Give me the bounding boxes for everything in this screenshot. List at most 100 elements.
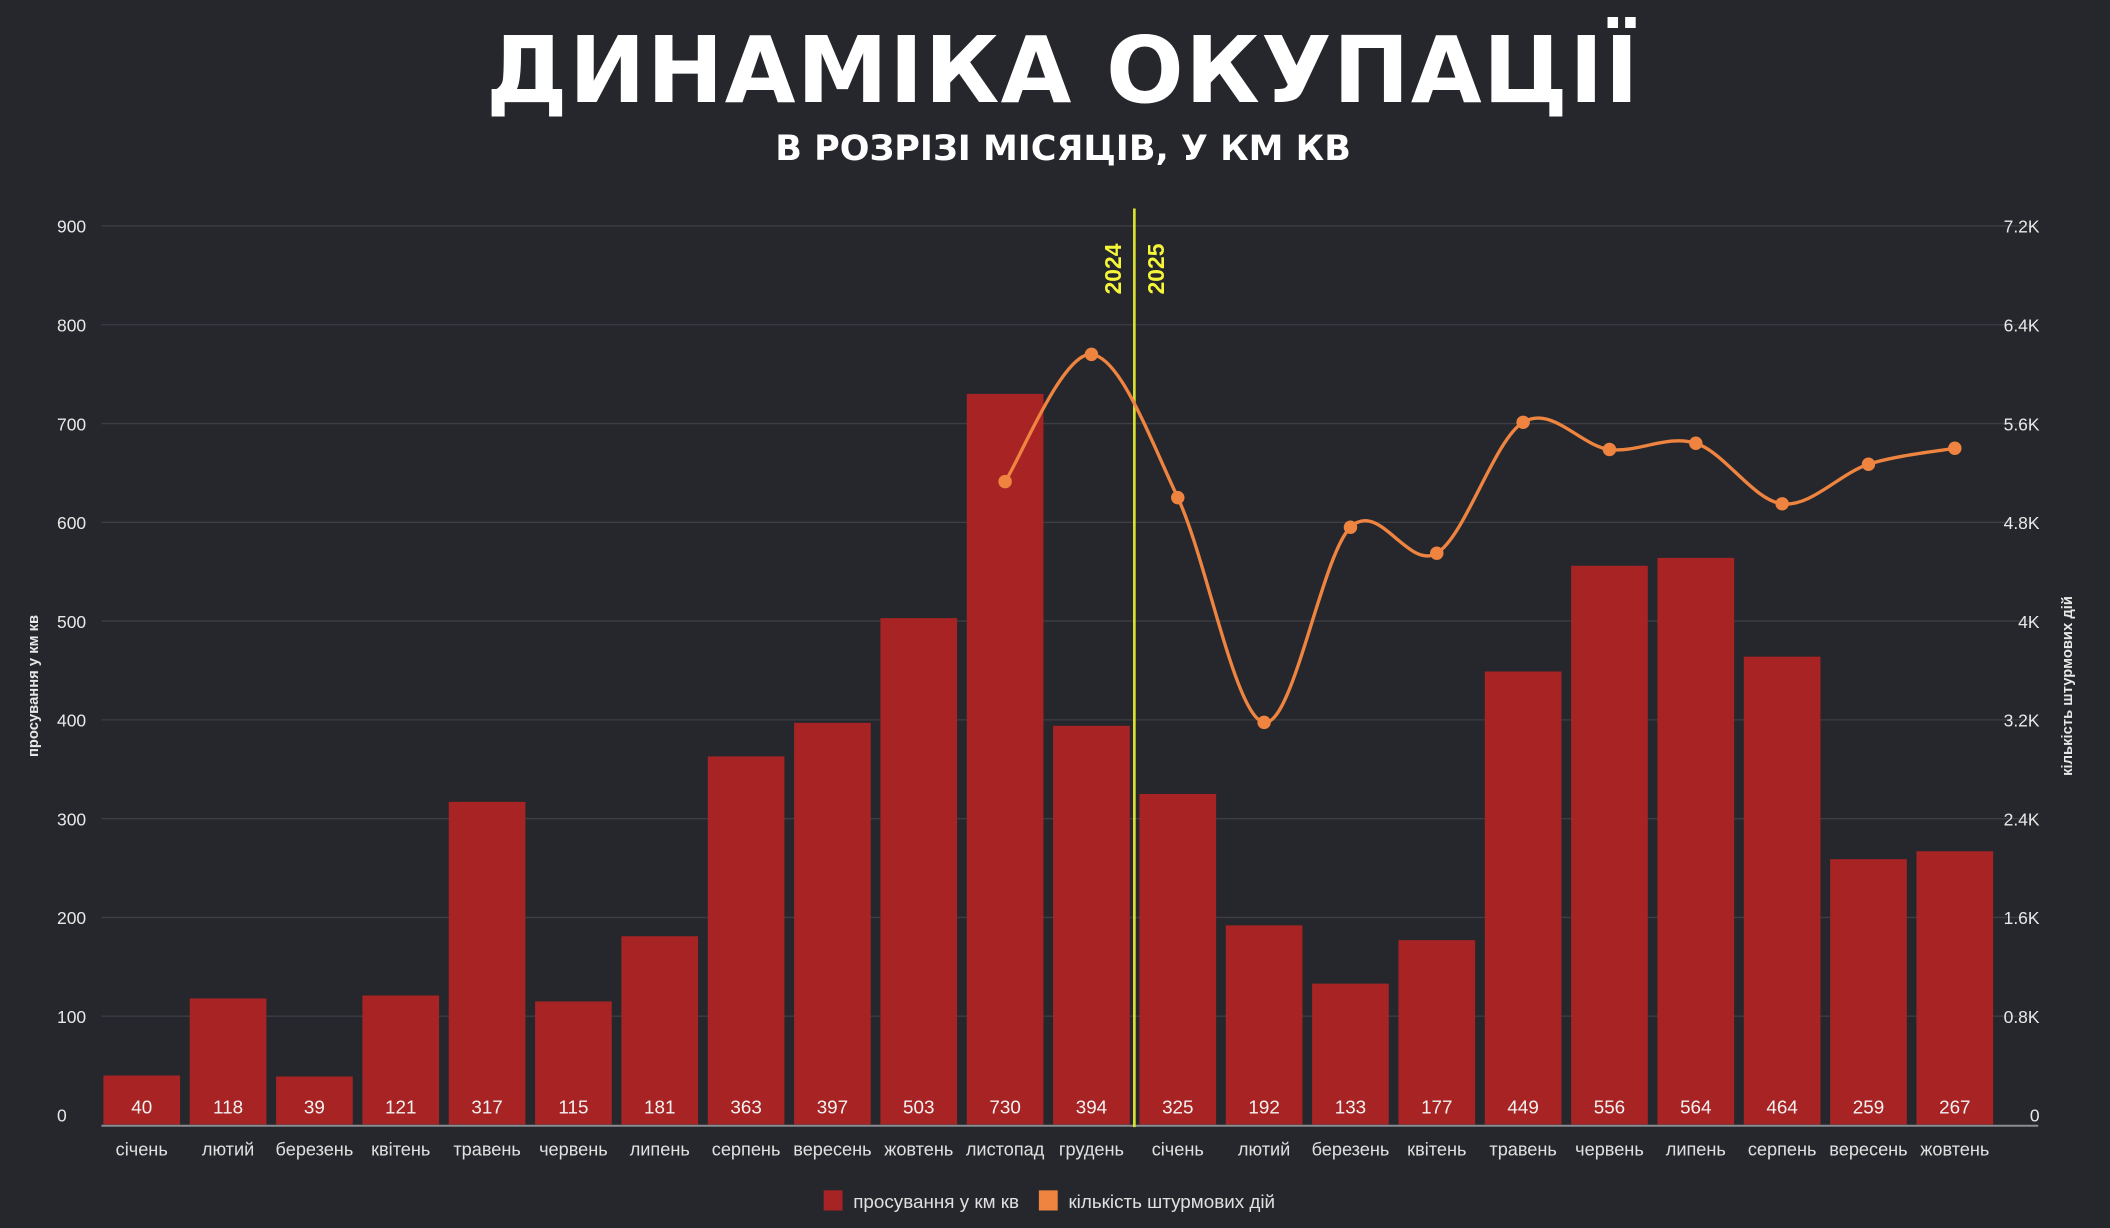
category-label: липень [630,1139,690,1159]
bar [880,618,958,1125]
bar [362,995,440,1125]
right-tick-label: 0 [2030,1106,2040,1126]
bar [189,998,267,1125]
category-label: грудень [1059,1139,1124,1159]
bar-value-label: 464 [1766,1097,1797,1118]
left-axis-title: просування у км кв [26,615,42,757]
chart-subtitle: В РОЗРІЗІ МІСЯЦІВ, У КМ КВ [775,129,1351,169]
bar-value-label: 192 [1248,1097,1279,1118]
category-label: жовтень [1920,1139,1989,1159]
chart-title: ДИНАМІКА ОКУПАЦІЇ [486,17,1640,124]
category-label: січень [116,1139,168,1159]
category-label: січень [1152,1139,1204,1159]
left-tick-label: 800 [57,315,86,335]
bar [966,393,1044,1125]
bar [1484,671,1562,1125]
bar-value-label: 39 [304,1097,325,1118]
category-label: вересень [1829,1139,1907,1159]
left-tick-label: 500 [57,612,86,632]
bar [448,801,526,1125]
category-label: березень [1312,1139,1390,1159]
left-tick-label: 0 [57,1106,67,1126]
line-point [1689,436,1703,451]
left-axis-ticks: 0 100 200 300 400 500 600 700 800 900 [57,217,86,1126]
bar-value-label: 363 [730,1097,761,1118]
bar [621,936,699,1125]
right-tick-label: 4.8K [2004,513,2040,533]
category-label: серпень [712,1139,781,1159]
left-tick-label: 200 [57,908,86,928]
bar [1657,557,1735,1125]
bar-value-label: 394 [1076,1097,1107,1118]
line-series [998,347,1962,730]
category-label: травень [1489,1139,1556,1159]
right-tick-label: 2.4K [2004,809,2040,829]
legend-label-line: кількість штурмових дій [1068,1191,1275,1212]
bar-value-label: 564 [1680,1097,1711,1118]
bar-value-label: 259 [1853,1097,1884,1118]
category-label: жовтень [884,1139,953,1159]
line-point [1257,715,1271,730]
left-tick-label: 400 [57,711,86,731]
category-label: серпень [1748,1139,1817,1159]
bar [1571,565,1648,1125]
bar-value-label: 115 [558,1097,588,1118]
bar [1398,940,1476,1125]
line-point [1516,415,1530,430]
right-tick-label: 5.6K [2004,414,2040,434]
right-tick-label: 1.6K [2004,908,2040,928]
line-point [1861,457,1876,472]
bar-value-label: 267 [1939,1097,1970,1118]
bar-value-label: 40 [131,1097,152,1118]
bar [535,1001,612,1125]
bar [276,1076,353,1125]
left-tick-label: 100 [57,1007,86,1027]
category-label: березень [276,1139,354,1159]
right-axis-title: кількість штурмових дій [2060,596,2076,776]
bar [707,756,785,1125]
right-tick-label: 7.2K [2004,217,2040,237]
year-label-2025: 2025 [1143,243,1169,294]
left-tick-label: 600 [57,513,86,533]
line-point [1171,490,1185,505]
category-label: квітень [1407,1139,1466,1159]
right-tick-label: 0.8K [2004,1007,2040,1027]
category-label: лютий [1238,1139,1290,1159]
left-tick-label: 700 [57,414,86,434]
year-label-2024: 2024 [1100,243,1126,294]
line-point [1084,347,1099,362]
line-point [1343,520,1358,534]
bar-value-label: 317 [471,1097,502,1118]
bar-value-label: 121 [385,1097,416,1118]
bar-value-label: 730 [989,1097,1020,1118]
bar-value-label: 325 [1162,1097,1193,1118]
line-point [1430,546,1444,560]
right-tick-label: 3.2K [2004,711,2040,731]
right-axis-ticks: 0 0.8K 1.6K 2.4K 3.2K 4K 4.8K 5.6K 6.4K 7.2K [2004,217,2040,1126]
category-label: липень [1666,1139,1726,1159]
bar-value-label: 177 [1421,1097,1452,1118]
left-tick-label: 300 [57,809,86,829]
legend-swatch-bars [823,1190,843,1211]
legend: просування у км кв кількість штурмових д… [823,1190,1275,1212]
category-label: червень [1575,1139,1644,1159]
bar-value-label: 503 [903,1097,934,1118]
bar-value-label: 118 [213,1097,243,1118]
bar-value-label: 133 [1335,1097,1366,1118]
category-label: листопад [966,1139,1045,1159]
bar [103,1075,181,1125]
bar [1830,859,1907,1125]
bar [1139,793,1217,1125]
category-label: квітень [371,1139,430,1159]
line-path [1003,352,1956,725]
left-tick-label: 900 [57,217,86,237]
category-labels: січень лютий березень квітень травень червень… [116,1139,1990,1159]
bar [1312,983,1389,1125]
bar [1053,725,1130,1125]
bar [1225,925,1303,1125]
category-label: травень [453,1139,520,1159]
bar-series: 40 118 39 121 317 115 181 363 397 503 730 394 325 192… [103,393,1994,1125]
bar [794,722,871,1125]
line-point [998,474,1012,489]
